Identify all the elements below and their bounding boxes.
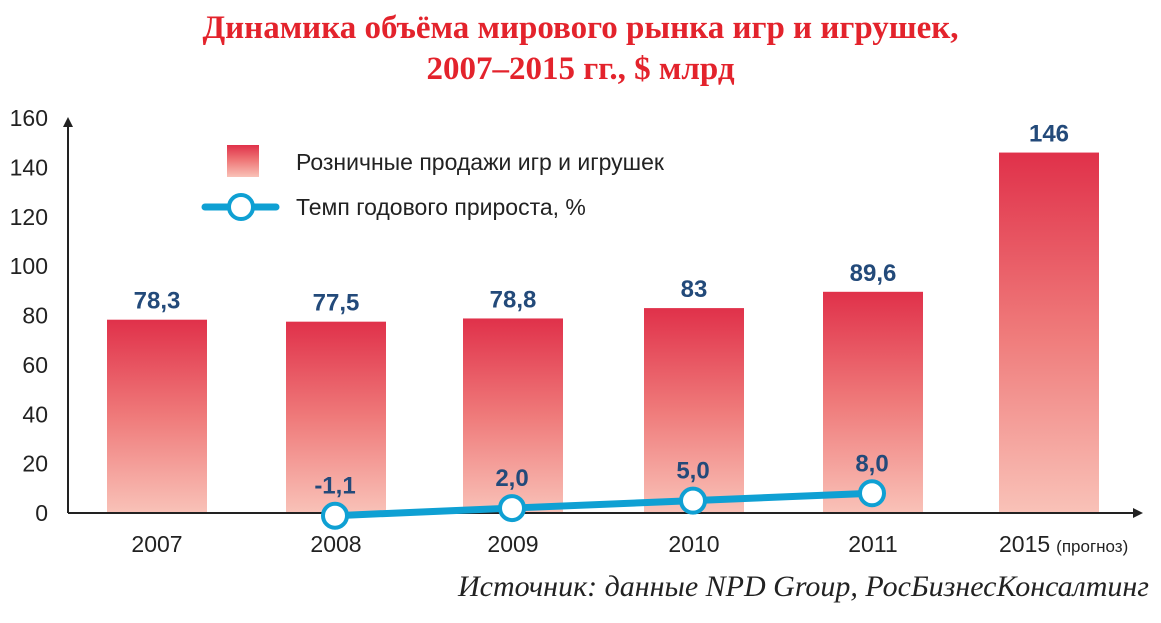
bar-2010 bbox=[644, 308, 744, 513]
bar-value-label: 83 bbox=[681, 276, 708, 303]
y-tick-label: 160 bbox=[10, 105, 48, 131]
growth-point-2011 bbox=[858, 479, 886, 508]
legend-line-label: Темп годового прироста, % bbox=[296, 194, 586, 220]
growth-value-label: 5,0 bbox=[676, 458, 709, 485]
legend: Розничные продажи игр и игрушек Темп год… bbox=[201, 145, 665, 221]
bar-value-label: 89,6 bbox=[850, 260, 897, 287]
y-tick-label: 100 bbox=[10, 253, 48, 279]
growth-point-2008 bbox=[321, 501, 349, 530]
bar-value-label: 78,3 bbox=[134, 288, 181, 315]
source-note: Источник: данные NPD Group, РосБизнесКон… bbox=[458, 570, 1149, 603]
x-tick-label: 2008 bbox=[310, 531, 361, 557]
bar-value-label: 146 bbox=[1029, 121, 1069, 148]
x-tick-label: 2009 bbox=[487, 531, 538, 557]
y-tick-label: 140 bbox=[10, 154, 48, 180]
x-tick-note: (прогноз) bbox=[1056, 537, 1128, 556]
bar-2007 bbox=[107, 319, 207, 513]
growth-rate-line bbox=[334, 489, 873, 520]
y-tick-label: 20 bbox=[22, 451, 48, 477]
title-line-1: Динамика объёма мирового рынка игр и игр… bbox=[202, 10, 959, 46]
x-tick-label: 2011 bbox=[848, 531, 897, 557]
bar-value-label: 78,8 bbox=[490, 286, 537, 313]
title-line-2: 2007–2015 гг., $ млрд bbox=[426, 51, 735, 87]
bar-value-label: 77,5 bbox=[313, 290, 360, 317]
growth-value-label: 2,0 bbox=[495, 465, 528, 492]
y-tick-label: 120 bbox=[10, 204, 48, 230]
y-tick-label: 40 bbox=[22, 401, 48, 427]
growth-value-label: 8,0 bbox=[855, 450, 888, 477]
bar-2008 bbox=[286, 321, 386, 513]
x-tick-label: 2010 bbox=[668, 531, 719, 557]
legend-bar-swatch bbox=[227, 145, 259, 177]
legend-bar-label: Розничные продажи игр и игрушек bbox=[296, 149, 665, 175]
legend-line-marker bbox=[227, 193, 255, 221]
x-tick-label: 2015 (прогноз) bbox=[999, 531, 1128, 557]
y-tick-label: 80 bbox=[22, 303, 48, 329]
growth-point-2010 bbox=[679, 486, 707, 515]
x-tick-label: 2007 bbox=[131, 531, 182, 557]
growth-value-label: -1,1 bbox=[314, 473, 355, 500]
y-tick-label: 0 bbox=[35, 500, 48, 526]
growth-point-2009 bbox=[498, 494, 526, 523]
bar-2009 bbox=[463, 318, 563, 513]
bar-2011 bbox=[823, 291, 923, 513]
chart-title: Динамика объёма мирового рынка игр и игр… bbox=[0, 8, 1161, 90]
y-tick-label: 60 bbox=[22, 352, 48, 378]
bar-2015 bbox=[999, 152, 1099, 513]
